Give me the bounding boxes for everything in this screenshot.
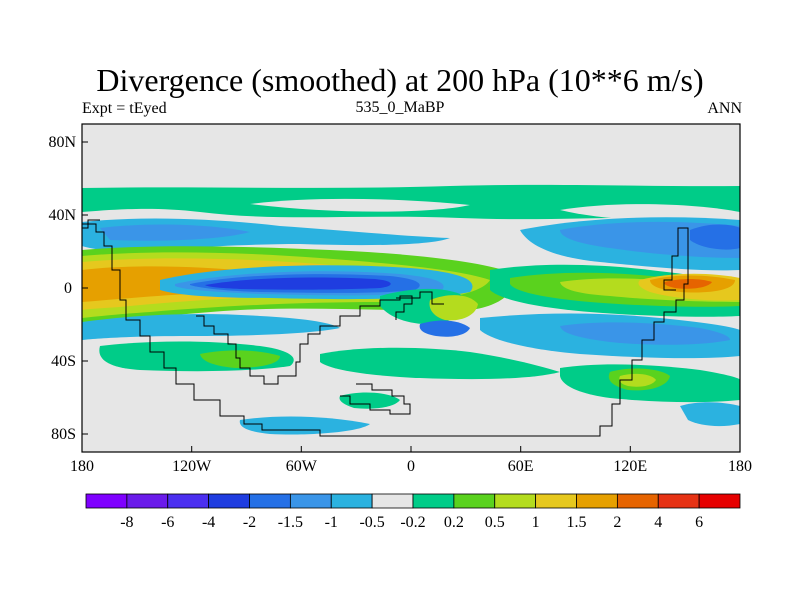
y-axis-labels: 80N 40N 0 40S 80S [48,134,76,443]
coastline-americas [82,223,689,437]
colorbar-label: 1.5 [567,514,587,531]
contour-south-yellow-east [619,373,656,387]
contour-antarctic-blue-east [680,402,740,427]
y-label-40n: 40N [48,207,76,224]
colorbar-swatch [85,493,128,509]
colorbar-label: 0.5 [485,514,505,531]
x-label-120e: 120E [613,458,647,475]
coastline-arabia [396,291,444,305]
coastline-south-america [196,295,413,385]
colorbar-swatch [126,493,169,509]
colorbar-swatch [698,493,741,509]
colorbar-swatch [289,493,332,509]
x-label-180e: 180 [728,458,752,475]
colorbar-swatch [167,493,210,509]
x-label-60e: 60E [508,458,534,475]
x-label-180w: 180 [70,458,94,475]
experiment-label: Expt = tEyed [82,100,167,117]
colorbar-swatch [371,493,414,509]
x-axis-labels: 180 120W 60W 0 60E 120E 180 [70,458,752,475]
contour-subtropic-blue-west-core [100,224,250,241]
contour-south-deep-blue [419,320,470,337]
contour-equator-core [205,277,391,290]
colorbar-label: -2 [243,514,256,531]
x-label-0: 0 [407,458,415,475]
colorbar-label: -0.5 [359,514,384,531]
coastline-eurasia [82,219,100,229]
chart-title: Divergence (smoothed) at 200 hPa (10**6 … [96,62,704,98]
contour-north-light [560,204,740,221]
colorbar-label: 2 [613,514,621,531]
contour-north-gap [250,198,470,212]
colorbar-swatch [249,493,291,509]
colorbar-swatch [208,493,250,509]
field-layer [82,184,740,435]
colorbar-swatch [657,493,700,509]
colorbar-label: 4 [654,514,662,531]
y-label-40s: 40S [51,353,76,370]
contour-subtropic-deep-blue [690,224,740,250]
season-label: ANN [707,100,742,117]
contour-antarctic-green [339,392,400,409]
case-label: 535_0_MaBP [355,99,445,116]
colorbar-swatch [576,493,618,509]
coastline-africa [340,383,411,415]
colorbar: -8 -6 -4 -2 -1.5 -1 -0.5 -0.2 0.2 0.5 1 1.5 2 4 6 [85,493,741,531]
contour-africa-yellow [429,295,478,321]
colorbar-label: -8 [120,514,133,531]
x-label-60w: 60W [286,458,318,475]
colorbar-label: -6 [161,514,174,531]
colorbar-swatch [494,493,537,509]
colorbar-label: -1 [325,514,338,531]
colorbar-swatch [535,493,577,509]
colorbar-label: 1 [532,514,540,531]
colorbar-swatch [330,493,373,509]
colorbar-label: -1.5 [278,514,303,531]
y-label-0: 0 [64,280,72,297]
axis-ticks [81,141,741,452]
colorbar-label: 6 [695,514,703,531]
contour-south-blue-west [82,314,340,340]
contour-south-green-mid [320,347,560,380]
y-label-80s: 80S [51,426,76,443]
contour-south-blue-east-core [560,322,730,345]
x-label-120w: 120W [172,458,212,475]
colorbar-label: 0.2 [444,514,464,531]
colorbar-swatch [412,493,455,509]
colorbar-label: -4 [202,514,215,531]
coastlines [82,219,689,437]
colorbar-swatch [453,493,496,509]
colorbar-swatch [616,493,659,509]
colorbar-label: -0.2 [400,514,425,531]
y-label-80n: 80N [48,134,76,151]
